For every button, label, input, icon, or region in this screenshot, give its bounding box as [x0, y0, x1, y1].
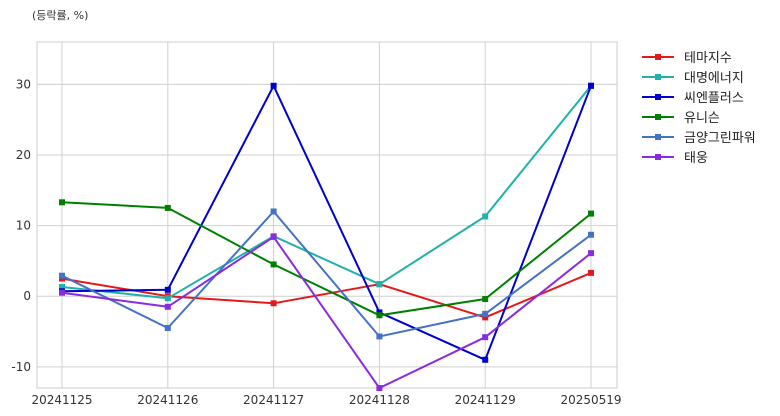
data-point	[482, 314, 489, 321]
data-point	[588, 231, 594, 238]
x-tick-label: 20241128	[349, 393, 410, 407]
series-line	[61, 235, 592, 389]
unit-label: (등락률, %)	[32, 9, 88, 22]
series-6	[59, 233, 594, 391]
data-point	[59, 289, 65, 296]
x-tick-label: 20241127	[243, 393, 304, 407]
data-point	[164, 204, 171, 211]
y-tick-label: 20	[16, 148, 31, 162]
data-point	[270, 261, 277, 268]
legend-item: 금양그린파워	[642, 131, 756, 146]
data-point	[59, 284, 65, 291]
plot-frame	[36, 41, 618, 389]
series-3	[59, 82, 594, 363]
y-tick-label: -10	[11, 360, 31, 374]
y-axis-ticks: -10 0 10 20 30	[11, 77, 31, 373]
y-tick-label: 10	[16, 219, 31, 233]
data-point	[270, 300, 277, 307]
data-point	[588, 210, 594, 217]
data-point	[59, 272, 65, 279]
x-tick-label: 20241126	[137, 393, 198, 407]
data-point	[376, 312, 383, 319]
data-point	[482, 296, 489, 303]
legend-swatch-marker	[655, 94, 661, 100]
legend-swatch-marker	[655, 54, 661, 60]
legend-label: 금양그린파워	[684, 131, 756, 146]
legend-label: 유니슨	[684, 111, 720, 126]
data-point	[376, 385, 383, 391]
legend-swatch-marker	[655, 74, 661, 80]
data-point	[588, 250, 594, 257]
series-4	[59, 199, 594, 319]
y-tick-label: 30	[16, 77, 31, 91]
x-axis-ticks: 20241125 20241126 20241127 20241128 20241129…	[31, 393, 621, 407]
series-lines	[59, 82, 594, 391]
data-point	[59, 199, 65, 206]
data-point	[270, 208, 277, 215]
legend-swatch-marker	[655, 134, 661, 140]
data-point	[376, 281, 383, 288]
data-point	[270, 82, 277, 89]
data-point	[164, 324, 171, 331]
series-line	[61, 271, 592, 319]
series-2	[59, 82, 594, 302]
data-point	[270, 233, 277, 240]
legend-label: 태웅	[684, 151, 708, 166]
series-line	[61, 210, 592, 338]
y-tick-label: 0	[23, 289, 31, 303]
data-point	[482, 213, 489, 220]
data-point	[164, 286, 171, 293]
legend-item: 대명에너지	[642, 71, 744, 86]
legend-item: 태웅	[642, 151, 708, 166]
data-point	[164, 295, 171, 302]
legend-item: 유니슨	[642, 111, 720, 126]
data-point	[376, 333, 383, 340]
series-5	[59, 208, 594, 340]
data-point	[482, 310, 489, 317]
x-tick-label: 20250519	[560, 393, 621, 407]
x-tick-label: 20241125	[31, 393, 92, 407]
data-point	[588, 269, 594, 276]
legend-item: 테마지수	[642, 51, 732, 66]
data-point	[482, 356, 489, 363]
legend-label: 대명에너지	[684, 71, 744, 86]
series-line	[61, 85, 592, 300]
series-line	[61, 201, 592, 317]
data-point	[588, 82, 594, 89]
legend-item: 씨엔플러스	[642, 91, 744, 106]
x-tick-label: 20241129	[455, 393, 516, 407]
legend-swatch-marker	[655, 154, 661, 160]
legend-swatch-marker	[655, 114, 661, 120]
grid	[36, 41, 618, 389]
legend-label: 테마지수	[684, 51, 732, 66]
series-line	[61, 84, 592, 361]
data-point	[482, 334, 489, 341]
legend-label: 씨엔플러스	[684, 91, 744, 106]
data-point	[164, 303, 171, 310]
